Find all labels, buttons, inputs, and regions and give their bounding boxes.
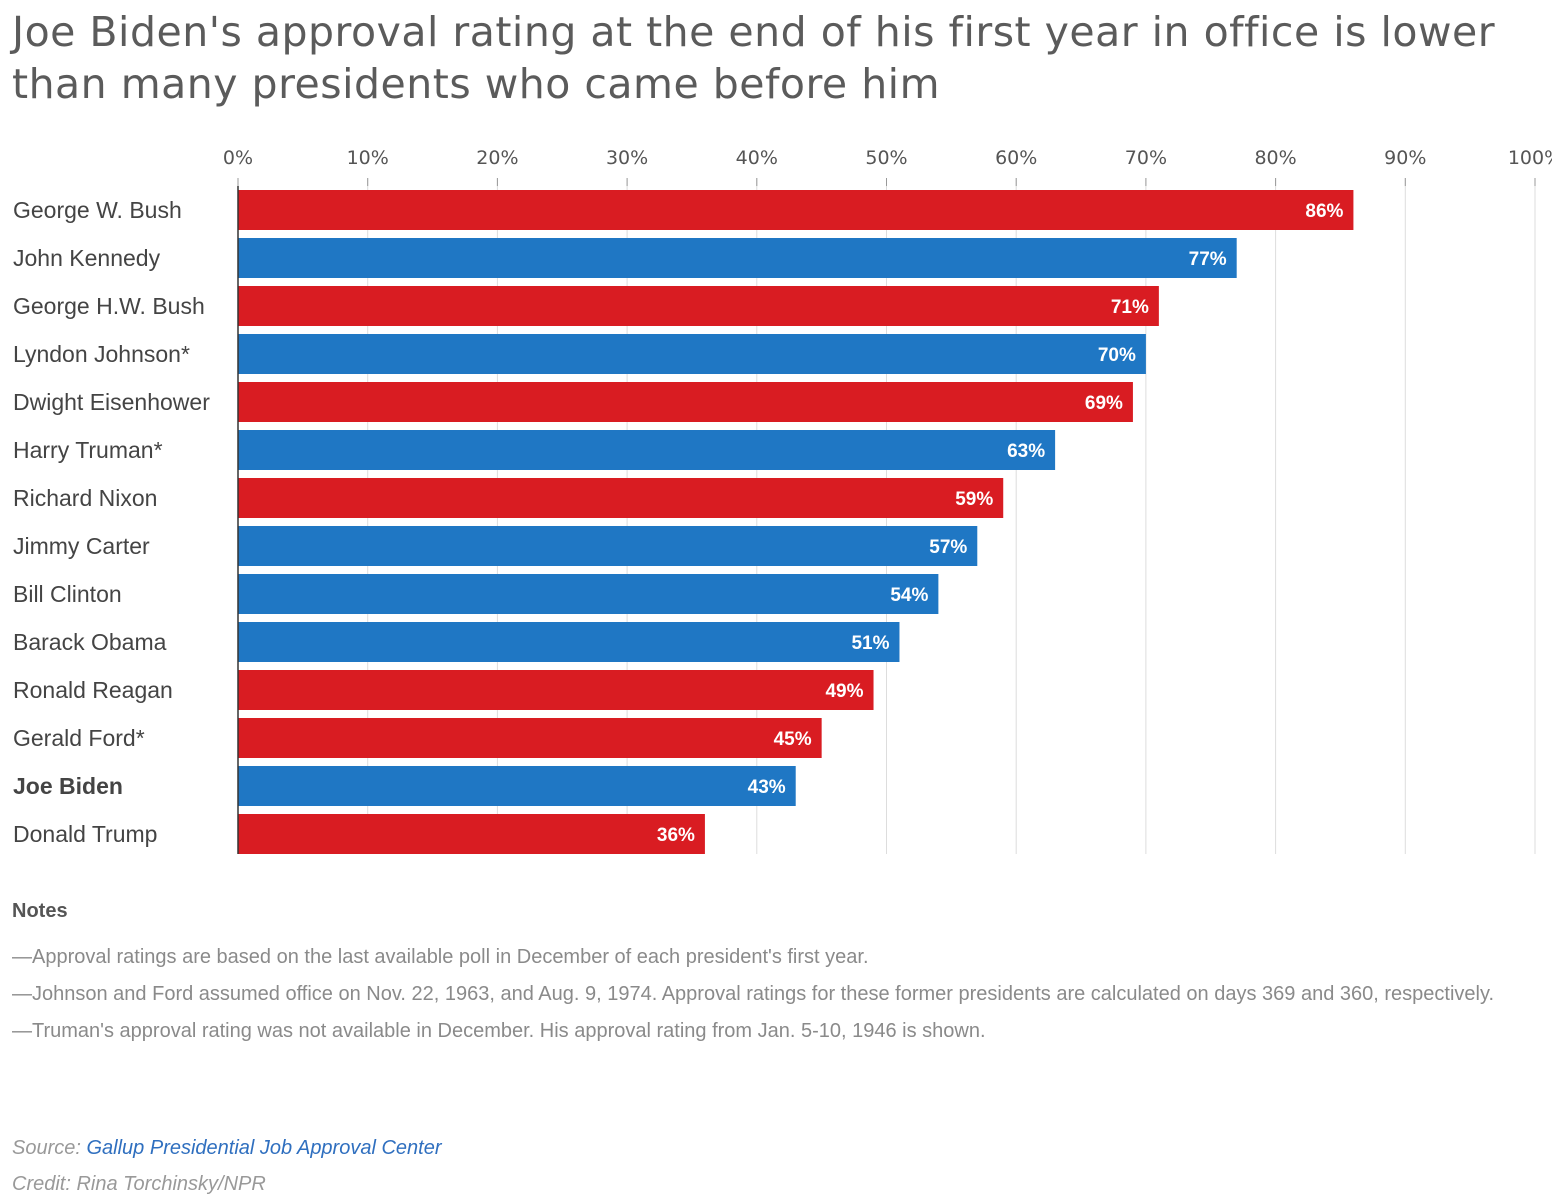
- x-axis-ticks: 0% 10% 20% 30% 40% 50% 60% 70% 80% 90% 100%: [223, 147, 1552, 186]
- tick-label: 90%: [1384, 147, 1426, 169]
- tick-label: 50%: [865, 147, 907, 169]
- category-label: Lyndon Johnson*: [13, 341, 190, 367]
- category-labels: George W. Bush John Kennedy George H.W. Bu…: [13, 197, 210, 847]
- data-label: 51%: [851, 633, 889, 654]
- bar: [238, 190, 1354, 230]
- category-label: George W. Bush: [13, 197, 182, 223]
- category-label: Gerald Ford*: [13, 725, 145, 751]
- bars: 86% 77% 71% 70% 69% 63% 59% 57% 54% 51% 49% 45% 43% 3…: [238, 190, 1354, 854]
- bar: [238, 286, 1159, 326]
- tick-label: 20%: [476, 147, 518, 169]
- data-label: 77%: [1189, 249, 1227, 270]
- tick-label: 70%: [1125, 147, 1167, 169]
- bar-chart: 0% 10% 20% 30% 40% 50% 60% 70% 80% 90% 100% 86% 77%…: [13, 147, 1552, 854]
- category-label: Jimmy Carter: [13, 533, 150, 559]
- source-line: Source: Gallup Presidential Job Approval…: [12, 1130, 442, 1166]
- category-label: Ronald Reagan: [13, 677, 173, 703]
- category-label: Bill Clinton: [13, 581, 122, 607]
- category-label: Donald Trump: [13, 821, 157, 847]
- category-label: George H.W. Bush: [13, 293, 205, 319]
- category-label: Joe Biden: [13, 773, 123, 799]
- data-label: 70%: [1098, 345, 1136, 366]
- bar: [238, 718, 822, 758]
- tick-label: 80%: [1254, 147, 1296, 169]
- bar: [238, 574, 939, 614]
- bar: [238, 334, 1146, 374]
- category-label: Harry Truman*: [13, 437, 163, 463]
- notes-heading: Notes: [12, 900, 68, 922]
- tick-label: 10%: [347, 147, 389, 169]
- bar: [238, 622, 900, 662]
- data-label: 59%: [955, 489, 993, 510]
- tick-label: 100%: [1508, 147, 1552, 169]
- bar: [238, 238, 1237, 278]
- note-line: —Approval ratings are based on the last …: [12, 946, 869, 968]
- bar: [238, 478, 1004, 518]
- category-label: John Kennedy: [13, 245, 161, 271]
- chart-title: Joe Biden's approval rating at the end o…: [12, 8, 1496, 108]
- bar: [238, 526, 978, 566]
- footer: Source: Gallup Presidential Job Approval…: [12, 1130, 442, 1202]
- tick-label: 0%: [223, 147, 253, 169]
- bar: [238, 382, 1133, 422]
- data-label: 45%: [774, 729, 812, 750]
- tick-label: 60%: [995, 147, 1037, 169]
- category-label: Dwight Eisenhower: [13, 389, 210, 415]
- bar: [238, 430, 1056, 470]
- source-prefix: Source:: [12, 1137, 87, 1159]
- data-label: 49%: [825, 681, 863, 702]
- bar: [238, 814, 705, 854]
- notes-section: Notes —Approval ratings are based on the…: [12, 900, 1542, 1050]
- source-link[interactable]: Gallup Presidential Job Approval Center: [86, 1137, 442, 1159]
- tick-label: 30%: [606, 147, 648, 169]
- bar: [238, 766, 796, 806]
- data-label: 71%: [1111, 297, 1149, 318]
- note-line: —Johnson and Ford assumed office on Nov.…: [12, 983, 1495, 1005]
- data-label: 63%: [1007, 441, 1045, 462]
- category-label: Barack Obama: [13, 629, 167, 655]
- data-label: 36%: [657, 825, 695, 846]
- tick-label: 40%: [736, 147, 778, 169]
- data-label: 54%: [890, 585, 928, 606]
- data-label: 69%: [1085, 393, 1123, 414]
- data-label: 57%: [929, 537, 967, 558]
- data-label: 43%: [748, 777, 786, 798]
- category-label: Richard Nixon: [13, 485, 157, 511]
- note-line: —Truman's approval rating was not availa…: [12, 1020, 986, 1042]
- bar: [238, 670, 874, 710]
- credit-line: Credit: Rina Torchinsky/NPR: [12, 1173, 266, 1195]
- data-label: 86%: [1305, 201, 1343, 222]
